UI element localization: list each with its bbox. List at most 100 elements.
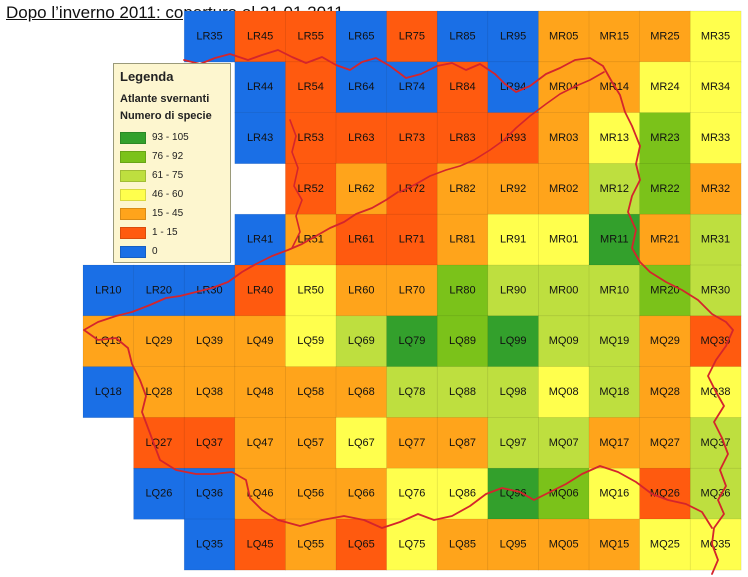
grid-cell-mr34 bbox=[689, 61, 742, 114]
legend-swatch bbox=[120, 226, 146, 239]
grid-cell-mq05 bbox=[538, 518, 590, 571]
grid-cell-label: MQ08 bbox=[549, 386, 579, 398]
grid-cell-label: MR03 bbox=[549, 132, 578, 144]
grid-cell-label: LQ36 bbox=[196, 488, 223, 500]
grid-cell-label: LR91 bbox=[500, 234, 526, 246]
grid-cell-label: LR80 bbox=[449, 284, 475, 296]
grid-cell-label: LR70 bbox=[399, 284, 425, 296]
grid-cell-label: MQ27 bbox=[650, 437, 680, 449]
grid-cell-mr10 bbox=[588, 264, 641, 317]
grid-cell-label: MQ28 bbox=[650, 386, 680, 398]
grid-cell-label: LR20 bbox=[146, 284, 172, 296]
legend-swatch bbox=[120, 150, 146, 163]
grid-cell-mr32 bbox=[689, 163, 742, 215]
grid-cell-label: LR93 bbox=[500, 132, 526, 144]
grid-cell-label: MR25 bbox=[650, 30, 679, 42]
grid-cell-label: MR21 bbox=[650, 234, 679, 246]
legend-class-label: 0 bbox=[152, 246, 158, 257]
legend-class-row: 76 - 92 bbox=[120, 147, 224, 166]
grid-cell-label: LR72 bbox=[399, 183, 425, 195]
region-border-line bbox=[183, 49, 734, 575]
grid-cell-label: LQ28 bbox=[145, 386, 172, 398]
legend-class-row: 0 bbox=[120, 242, 224, 261]
legend-swatch bbox=[120, 245, 146, 258]
grid-cell-label: LQ49 bbox=[247, 335, 274, 347]
grid-cell-label: MR01 bbox=[549, 234, 578, 246]
grid-cell-mq25 bbox=[639, 518, 691, 571]
grid-cell-lr63 bbox=[335, 112, 388, 164]
legend-class-label: 15 - 45 bbox=[152, 208, 184, 219]
grid-cell-lq98 bbox=[487, 366, 539, 419]
legend-class-row: 61 - 75 bbox=[120, 166, 224, 185]
grid-cell-lq48 bbox=[234, 366, 287, 419]
grid-cell-label: LR53 bbox=[298, 132, 324, 144]
grid-cell-label: MR22 bbox=[650, 183, 679, 195]
grid-cell-label: LQ18 bbox=[95, 386, 122, 398]
grid-cell-lq18 bbox=[82, 366, 135, 419]
grid-cell-label: LR41 bbox=[247, 234, 273, 246]
legend-class-label: 93 - 105 bbox=[152, 132, 189, 143]
grid-cell-label: LR54 bbox=[298, 81, 324, 93]
grid-cell-lr80 bbox=[436, 264, 489, 317]
grid-cell-label: LQ97 bbox=[500, 437, 527, 449]
legend-class-label: 76 - 92 bbox=[152, 151, 184, 162]
grid-cell-label: MR02 bbox=[549, 183, 578, 195]
grid-cell-label: MR23 bbox=[650, 132, 679, 144]
grid-cell-lq19 bbox=[82, 315, 135, 368]
grid-cell-label: MR30 bbox=[701, 284, 730, 296]
grid-cell-mq35 bbox=[689, 518, 742, 571]
grid-cell-label: LQ99 bbox=[500, 335, 527, 347]
grid-cell-label: LR81 bbox=[449, 234, 475, 246]
grid-cell-mq09 bbox=[538, 315, 590, 368]
grid-cell-label: MR00 bbox=[549, 284, 578, 296]
grid-cell-label: LR85 bbox=[449, 30, 475, 42]
grid-cell-lr43 bbox=[234, 112, 287, 164]
grid-cell-label: MR04 bbox=[549, 81, 578, 93]
grid-cell-label: LQ39 bbox=[196, 335, 223, 347]
grid-cell-label: LR44 bbox=[247, 81, 273, 93]
region-border-line-north bbox=[289, 71, 605, 249]
grid-cell-label: LQ45 bbox=[247, 538, 274, 550]
grid-cell-lr40 bbox=[234, 264, 287, 317]
grid-cell-label: MQ06 bbox=[549, 488, 579, 500]
grid-cell-label: MR15 bbox=[600, 30, 629, 42]
grid-cell-lr10 bbox=[82, 264, 135, 317]
legend-swatch bbox=[120, 169, 146, 182]
legend-swatch bbox=[120, 188, 146, 201]
grid-cell-lr92 bbox=[487, 163, 539, 215]
grid-cell-label: MQ26 bbox=[650, 488, 680, 500]
legend-class-label: 46 - 60 bbox=[152, 189, 184, 200]
grid-cell-lq68 bbox=[335, 366, 388, 419]
grid-cell-mr11 bbox=[588, 213, 641, 266]
grid-cell-label: LQ37 bbox=[196, 437, 223, 449]
grid-cell-mq07 bbox=[538, 417, 590, 469]
grid-cell-lr44 bbox=[234, 61, 287, 114]
grid-cell-mr05 bbox=[538, 10, 590, 63]
grid-cells bbox=[82, 10, 742, 571]
grid-cell-label: MR12 bbox=[600, 183, 629, 195]
grid-cell-label: MQ07 bbox=[549, 437, 579, 449]
grid-cell-label: MR34 bbox=[701, 81, 730, 93]
grid-cell-label: LR61 bbox=[348, 234, 374, 246]
grid-cell-label: LQ75 bbox=[398, 538, 425, 550]
grid-cell-label: LQ79 bbox=[398, 335, 425, 347]
grid-cell-label: LQ26 bbox=[145, 488, 172, 500]
grid-cell-label: MQ29 bbox=[650, 335, 680, 347]
grid-cell-mq29 bbox=[639, 315, 691, 368]
grid-cell-lq35 bbox=[183, 518, 236, 571]
grid-cell-lr91 bbox=[487, 213, 539, 266]
grid-cell-label: MQ35 bbox=[701, 538, 731, 550]
grid-cell-label: LR52 bbox=[298, 183, 324, 195]
grid-labels: LR35 LR45 LR55 LR65 LR75 LR85 LR95 MR05 MR15 MR25… bbox=[95, 30, 731, 550]
grid-cell-lq89 bbox=[436, 315, 489, 368]
grid-cell-label: LR35 bbox=[196, 30, 222, 42]
grid-cell-label: LR74 bbox=[399, 81, 425, 93]
legend-swatch bbox=[120, 207, 146, 220]
grid-cell-lr72 bbox=[386, 163, 438, 215]
grid-cell-label: LQ88 bbox=[449, 386, 476, 398]
grid-cell-label: MQ09 bbox=[549, 335, 579, 347]
grid-cell-label: LR60 bbox=[348, 284, 374, 296]
grid-cell-lr50 bbox=[285, 264, 337, 317]
grid-cell-mq16 bbox=[588, 467, 641, 520]
